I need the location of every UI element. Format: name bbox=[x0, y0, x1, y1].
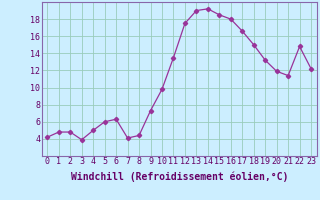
X-axis label: Windchill (Refroidissement éolien,°C): Windchill (Refroidissement éolien,°C) bbox=[70, 172, 288, 182]
